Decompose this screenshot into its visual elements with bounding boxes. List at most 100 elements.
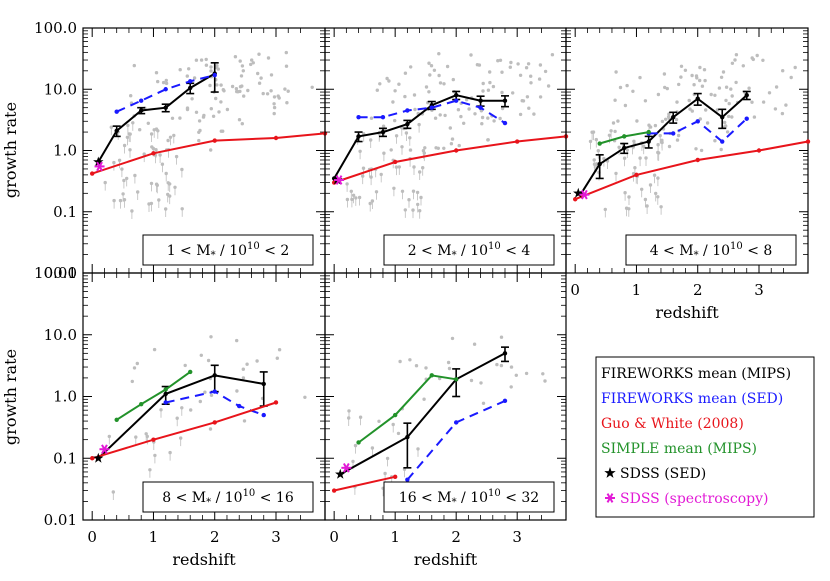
scatter-point (284, 50, 288, 55)
scatter-point (194, 58, 199, 62)
sdss-sed-star (93, 156, 104, 167)
data-point (163, 87, 168, 92)
scatter-point (679, 75, 683, 79)
panel-label: 16 < M* / 1010 < 32 (399, 488, 539, 508)
scatter-point (752, 115, 757, 119)
scatter-points (103, 50, 314, 219)
guo-white-2008-line (91, 401, 277, 460)
scatter-point (499, 363, 504, 368)
scatter-point (524, 371, 529, 376)
x-tick-label: 1 (149, 528, 159, 546)
scatter-point (269, 89, 273, 93)
legend-box (595, 356, 815, 518)
scatter-point (741, 64, 745, 68)
scatter-point (500, 90, 504, 95)
scatter-point (132, 63, 136, 68)
scatter-point (450, 336, 455, 341)
scatter-point (445, 64, 450, 69)
guo-white-2008-line (574, 140, 809, 201)
scatter-point (529, 81, 533, 85)
scatter-point (676, 133, 681, 138)
scatter-point (190, 97, 194, 101)
scatter-point (725, 130, 730, 134)
scatter-point (755, 53, 759, 58)
panel-5: 0 1 2 3 redshift 16 < M* / 1010 < 32 (324, 272, 567, 569)
scatter-point (447, 366, 452, 371)
data-point (139, 402, 144, 407)
sdss-spec-asterisk (334, 175, 345, 185)
scatter-point (153, 453, 157, 458)
scatter-point (194, 110, 199, 115)
scatter-point (699, 148, 704, 153)
data-point (151, 437, 156, 442)
scatter-point (107, 434, 112, 439)
scatter-point (240, 122, 244, 126)
scatter-point (412, 93, 417, 97)
scatter-point (146, 121, 150, 126)
scatter-point (675, 100, 679, 104)
scatter-point (538, 63, 543, 67)
scatter-point (272, 95, 277, 99)
scatter-point (130, 379, 134, 384)
scatter-point (242, 419, 247, 423)
scatter-point (199, 58, 204, 62)
y-tick-label: 0.1 (53, 203, 77, 221)
scatter-points (107, 335, 307, 500)
scatter-point (677, 82, 681, 87)
scatter-point (734, 53, 739, 57)
scatter-point (132, 366, 137, 370)
scatter-point (730, 61, 735, 65)
scatter-point (387, 79, 391, 83)
scatter-point (413, 107, 417, 112)
scatter-point (500, 70, 504, 74)
scatter-point (526, 62, 531, 66)
scatter-point (408, 358, 412, 362)
scatter-point (209, 69, 213, 73)
scatter-point (694, 74, 699, 78)
scatter-point (197, 130, 201, 134)
scatter-point (209, 148, 213, 152)
scatter-point (472, 342, 477, 346)
scatter-point (611, 121, 616, 125)
data-point (805, 139, 811, 144)
scatter-point (403, 71, 408, 75)
scatter-point (525, 95, 530, 99)
data-point (212, 72, 217, 78)
scatter-point (428, 73, 432, 77)
scatter-point (789, 75, 793, 80)
scatter-point (277, 348, 282, 352)
panel-label-box (383, 234, 555, 266)
scatter-point (259, 76, 263, 80)
scatter-point (381, 124, 386, 128)
scatter-point (197, 119, 202, 123)
scatter-point (204, 57, 208, 62)
scatter-point (488, 80, 492, 85)
scatter-point (498, 116, 502, 121)
scatter-point (185, 74, 189, 78)
scatter-point (750, 100, 754, 104)
scatter-point (442, 146, 446, 150)
scatter-point (185, 106, 190, 110)
scatter-point (663, 85, 667, 90)
scatter-point (214, 65, 219, 70)
scatter-point (730, 115, 734, 119)
scatter-point (486, 138, 490, 142)
scatter-point (774, 85, 779, 89)
scatter-point (242, 94, 246, 98)
scatter-point (462, 121, 466, 126)
scatter-point (414, 364, 419, 368)
scatter-point (183, 363, 187, 368)
scatter-point (261, 91, 265, 96)
data-point (671, 131, 676, 136)
data-point (356, 114, 361, 120)
sdss-sed-star (573, 187, 584, 198)
scatter-point (427, 61, 431, 65)
scatter-point (727, 101, 731, 106)
scatter-point (635, 119, 639, 123)
scatter-point (750, 56, 754, 60)
data-point (405, 477, 410, 482)
legend: FIREWORKS mean (MIPS) FIREWORKS mean (SED… (595, 356, 815, 518)
scatter-point (473, 112, 477, 116)
data-point (453, 420, 459, 425)
